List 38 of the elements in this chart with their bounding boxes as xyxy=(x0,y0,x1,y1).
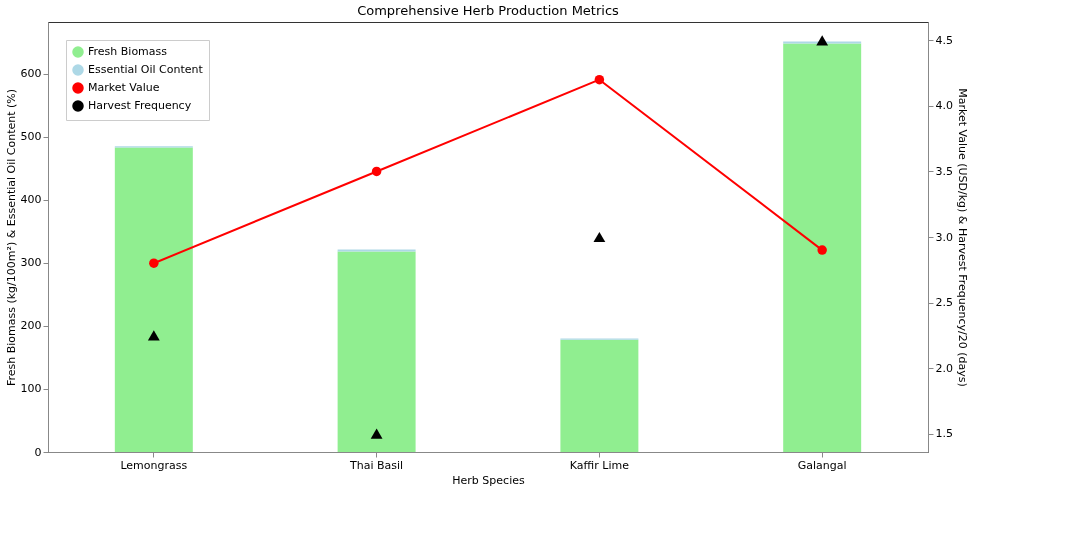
point xyxy=(593,231,606,243)
y2-tick-label: 4.0 xyxy=(935,99,953,113)
legend-label: Harvest Frequency xyxy=(88,99,192,112)
x-axis-title: Herb Species xyxy=(452,473,525,487)
y-tick-label: 500 xyxy=(20,130,42,144)
y2-tick-label: 3.5 xyxy=(935,164,953,178)
y-tick-label: 200 xyxy=(20,319,42,333)
y2-tick-label: 2.0 xyxy=(935,361,953,375)
y-tick-label: 400 xyxy=(20,193,42,207)
y2-tick-label: 4.5 xyxy=(935,33,953,47)
bar xyxy=(783,43,862,452)
y2-axis-title: Market Value (USD/kg) & Harvest Frequency/20 (days) xyxy=(955,88,969,387)
chart-title: Comprehensive Herb Production Metrics xyxy=(357,3,620,18)
point xyxy=(371,166,382,177)
point xyxy=(817,245,827,255)
point xyxy=(147,330,160,341)
x-tick-label: Thai Basil xyxy=(349,458,404,472)
y-tick-label: 600 xyxy=(20,67,42,81)
x-tick-label: Galangal xyxy=(797,458,847,472)
bar xyxy=(560,339,639,452)
bar xyxy=(337,251,416,452)
y-axis-title: Fresh Biomass (kg/100m²) & Essential Oil Content (%) xyxy=(4,88,18,387)
point xyxy=(370,428,383,439)
y2-tick-label: 1.5 xyxy=(935,427,953,441)
point xyxy=(816,35,829,46)
y-tick-label: 100 xyxy=(20,382,42,396)
y2-tick-label: 3.0 xyxy=(935,230,953,244)
point xyxy=(149,258,159,268)
x-tick-label: Kaffir Lime xyxy=(569,458,630,472)
bar xyxy=(114,147,193,452)
point xyxy=(594,74,605,85)
y-tick-label: 0 xyxy=(34,445,42,459)
legend-label: Market Value xyxy=(88,81,160,94)
y-tick-label: 300 xyxy=(20,256,42,270)
y2-tick-label: 2.5 xyxy=(935,296,953,310)
x-tick-label: Lemongrass xyxy=(120,458,188,472)
legend-label: Essential Oil Content xyxy=(88,63,204,76)
legend-label: Fresh Biomass xyxy=(88,45,168,58)
